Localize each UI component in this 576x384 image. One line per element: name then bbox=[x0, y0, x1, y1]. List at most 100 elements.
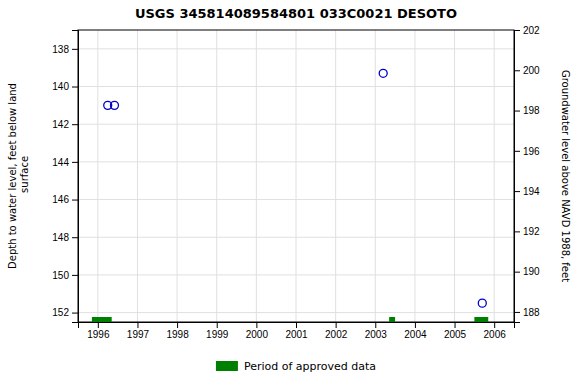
legend-swatch bbox=[216, 361, 238, 371]
tick-mark bbox=[514, 191, 520, 192]
legend: Period of approved data bbox=[216, 360, 376, 373]
grid-line bbox=[78, 86, 514, 87]
grid-line bbox=[256, 30, 257, 322]
tick-label: 148 bbox=[52, 232, 69, 243]
tick-label: 1996 bbox=[87, 329, 110, 340]
tick-mark bbox=[72, 313, 78, 314]
grid-line bbox=[78, 274, 514, 275]
tick-mark bbox=[514, 231, 520, 232]
legend-item: Period of approved data bbox=[216, 360, 376, 373]
tick-label: 140 bbox=[52, 81, 69, 92]
tick: 2002 bbox=[325, 322, 348, 340]
tick-mark bbox=[514, 30, 520, 31]
y2-axis-label: Groundwater level above NAVD 1988, feet bbox=[560, 70, 571, 282]
tick-mark bbox=[137, 322, 138, 328]
axis-line bbox=[515, 31, 521, 323]
grid-line bbox=[375, 30, 376, 322]
tick-mark bbox=[72, 87, 78, 88]
title: USGS 345814089584801 033C0021 DESOTO bbox=[135, 6, 457, 21]
tick-label: 200 bbox=[523, 65, 540, 76]
tick: 188 bbox=[514, 307, 540, 318]
grid-line bbox=[78, 237, 514, 238]
tick: 2004 bbox=[404, 322, 427, 340]
tick-label: 146 bbox=[52, 194, 69, 205]
tick-mark bbox=[514, 312, 520, 313]
tick: 2003 bbox=[365, 322, 388, 340]
tick-mark bbox=[296, 322, 297, 328]
tick: 190 bbox=[514, 266, 540, 277]
y2-axis: 202 200 198 196 194 192 190 188 bbox=[514, 25, 540, 323]
point bbox=[379, 69, 387, 77]
tick: 2001 bbox=[285, 322, 308, 340]
tick: 192 bbox=[514, 226, 540, 237]
tick: 140 bbox=[52, 81, 78, 92]
tick: 150 bbox=[52, 270, 78, 281]
tick-label: 198 bbox=[523, 105, 540, 116]
tick: 202 bbox=[514, 25, 540, 36]
tick-label: 1998 bbox=[166, 329, 189, 340]
tick-mark bbox=[72, 200, 78, 201]
point bbox=[478, 299, 486, 307]
tick: 1998 bbox=[166, 322, 189, 340]
tick-mark bbox=[177, 322, 178, 328]
tick-label: 2003 bbox=[365, 329, 388, 340]
point bbox=[110, 101, 118, 109]
grid-line bbox=[97, 30, 98, 322]
tick: 200 bbox=[514, 65, 540, 76]
tick-mark bbox=[375, 322, 376, 328]
grid-line bbox=[78, 312, 514, 313]
tick-label: 2000 bbox=[246, 329, 269, 340]
tick: 1999 bbox=[206, 322, 229, 340]
tick-mark bbox=[72, 49, 78, 50]
tick: 2000 bbox=[246, 322, 269, 340]
plot: 1996 1997 1998 1999 2000 2001 2002 2003 2004 2005… bbox=[52, 25, 540, 340]
tick-label: 150 bbox=[52, 270, 69, 281]
tick-mark bbox=[514, 111, 520, 112]
tick-label: 194 bbox=[523, 186, 540, 197]
grid-line bbox=[137, 30, 138, 322]
grid-line bbox=[177, 30, 178, 322]
chart: 1996 1997 1998 1999 2000 2001 2002 2003 2004 2005… bbox=[0, 0, 576, 384]
tick-mark bbox=[256, 322, 257, 328]
tick-mark bbox=[98, 322, 99, 328]
tick: 146 bbox=[52, 194, 78, 205]
marks bbox=[92, 69, 488, 322]
grid bbox=[78, 30, 514, 322]
tick-label: 2002 bbox=[325, 329, 348, 340]
tick: 142 bbox=[52, 119, 78, 130]
tick-mark bbox=[415, 322, 416, 328]
period-bar bbox=[389, 317, 395, 322]
grid-line bbox=[78, 161, 514, 162]
x-axis: 1996 1997 1998 1999 2000 2001 2002 2003 2004 2005… bbox=[79, 322, 515, 340]
grid-line bbox=[78, 124, 514, 125]
tick-label: 192 bbox=[523, 226, 540, 237]
period-bar bbox=[474, 317, 488, 322]
plot-frame bbox=[78, 30, 514, 322]
tick-label: 142 bbox=[52, 119, 69, 130]
tick-mark bbox=[455, 322, 456, 328]
tick-mark bbox=[217, 322, 218, 328]
tick-mark bbox=[72, 162, 78, 163]
tick-label: 2004 bbox=[404, 329, 427, 340]
tick-label: 188 bbox=[523, 307, 540, 318]
grid-line bbox=[78, 48, 514, 49]
tick: 196 bbox=[514, 146, 540, 157]
tick: 1996 bbox=[87, 322, 110, 340]
grid-line bbox=[414, 30, 415, 322]
tick: 2005 bbox=[444, 322, 467, 340]
y-axis: 138140142144146148150152 bbox=[52, 31, 78, 323]
tick-label: 2006 bbox=[484, 329, 507, 340]
tick-label: 2005 bbox=[444, 329, 467, 340]
tick-label: 138 bbox=[52, 44, 69, 55]
tick: 138 bbox=[52, 44, 78, 55]
tick: 148 bbox=[52, 232, 78, 243]
axis-line bbox=[72, 31, 79, 323]
tick-mark bbox=[514, 70, 520, 71]
tick: 144 bbox=[52, 157, 78, 168]
tick: 1997 bbox=[127, 322, 150, 340]
tick: 2006 bbox=[484, 322, 507, 340]
tick-mark bbox=[514, 151, 520, 152]
legend-label: Period of approved data bbox=[244, 360, 376, 373]
grid-line bbox=[296, 30, 297, 322]
tick-label: 202 bbox=[523, 25, 540, 36]
